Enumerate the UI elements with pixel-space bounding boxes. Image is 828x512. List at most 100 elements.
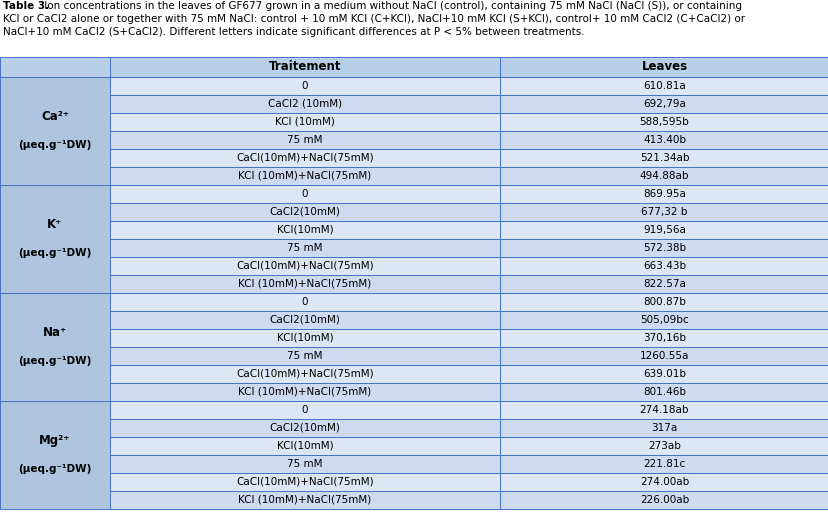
Bar (110, 383, 499, 401)
Bar (110, 257, 499, 275)
Text: 919,56a: 919,56a (643, 225, 685, 235)
Text: CaCl(10mM)+NaCl(75mM): CaCl(10mM)+NaCl(75mM) (236, 369, 373, 379)
Text: KCl (10mM)+NaCl(75mM): KCl (10mM)+NaCl(75mM) (238, 495, 371, 505)
Bar (110, 347, 499, 365)
Bar (499, 383, 828, 401)
Bar (499, 167, 828, 185)
Text: KCl (10mM)+NaCl(75mM): KCl (10mM)+NaCl(75mM) (238, 279, 371, 289)
Text: 274.00ab: 274.00ab (639, 477, 688, 487)
Bar (499, 455, 828, 473)
Text: 0: 0 (301, 297, 308, 307)
Text: Ion concentrations in the leaves of GF677 grown in a medium without NaCl (contro: Ion concentrations in the leaves of GF67… (41, 1, 741, 11)
Text: 370,16b: 370,16b (643, 333, 686, 343)
Text: CaCl2 (10mM): CaCl2 (10mM) (267, 99, 342, 109)
Text: 663.43b: 663.43b (643, 261, 686, 271)
Text: (μeq.g⁻¹DW): (μeq.g⁻¹DW) (18, 248, 92, 258)
Bar (110, 221, 499, 239)
Bar (110, 401, 499, 419)
Text: (μeq.g⁻¹DW): (μeq.g⁻¹DW) (18, 464, 92, 474)
Text: 75 mM: 75 mM (287, 135, 322, 145)
Text: 226.00ab: 226.00ab (639, 495, 688, 505)
Bar (110, 185, 499, 203)
Bar (110, 455, 499, 473)
Text: Na⁺: Na⁺ (43, 327, 67, 339)
Bar (499, 293, 828, 311)
Text: KCl(10mM): KCl(10mM) (277, 441, 333, 451)
Text: NaCl+10 mM CaCl2 (S+CaCl2). Different letters indicate significant differences a: NaCl+10 mM CaCl2 (S+CaCl2). Different le… (3, 27, 584, 37)
Bar (110, 149, 499, 167)
Text: 221.81c: 221.81c (643, 459, 685, 469)
Bar (499, 437, 828, 455)
Bar (110, 113, 499, 131)
Bar (499, 203, 828, 221)
Text: 572.38b: 572.38b (643, 243, 686, 253)
Text: 494.88ab: 494.88ab (639, 171, 688, 181)
Text: 692,79a: 692,79a (643, 99, 685, 109)
Bar (499, 275, 828, 293)
Text: 505,09bc: 505,09bc (639, 315, 688, 325)
Text: CaCl2(10mM): CaCl2(10mM) (269, 207, 340, 217)
Bar (0, 185, 110, 293)
Bar (110, 239, 499, 257)
Bar (0, 293, 110, 401)
Bar (110, 167, 499, 185)
Text: 0: 0 (301, 189, 308, 199)
Bar (499, 419, 828, 437)
Text: 588,595b: 588,595b (639, 117, 689, 127)
Text: 413.40b: 413.40b (643, 135, 686, 145)
Text: 639.01b: 639.01b (643, 369, 686, 379)
Bar (110, 131, 499, 149)
Bar (110, 329, 499, 347)
Text: K⁺: K⁺ (47, 219, 63, 231)
Text: KCl or CaCl2 alone or together with 75 mM NaCl: control + 10 mM KCl (C+KCl), NaC: KCl or CaCl2 alone or together with 75 m… (3, 14, 744, 24)
Text: KCl(10mM): KCl(10mM) (277, 225, 333, 235)
Text: Ca²⁺: Ca²⁺ (41, 111, 69, 123)
Text: CaCl2(10mM): CaCl2(10mM) (269, 423, 340, 433)
Bar (110, 491, 499, 509)
Text: 1260.55a: 1260.55a (639, 351, 688, 361)
Text: CaCl(10mM)+NaCl(75mM): CaCl(10mM)+NaCl(75mM) (236, 477, 373, 487)
Bar (499, 113, 828, 131)
Bar (499, 77, 828, 95)
Text: (μeq.g⁻¹DW): (μeq.g⁻¹DW) (18, 356, 92, 366)
Text: CaCl(10mM)+NaCl(75mM): CaCl(10mM)+NaCl(75mM) (236, 261, 373, 271)
Bar (110, 473, 499, 491)
Bar (499, 365, 828, 383)
Bar (499, 491, 828, 509)
Text: KCl (10mM): KCl (10mM) (275, 117, 335, 127)
Bar (499, 149, 828, 167)
Text: (μeq.g⁻¹DW): (μeq.g⁻¹DW) (18, 140, 92, 150)
Text: Traitement: Traitement (268, 60, 341, 74)
Text: KCl(10mM): KCl(10mM) (277, 333, 333, 343)
Bar (110, 275, 499, 293)
Bar (499, 311, 828, 329)
Bar (499, 329, 828, 347)
Bar (499, 131, 828, 149)
Text: 317a: 317a (651, 423, 676, 433)
Bar (499, 221, 828, 239)
Text: 273ab: 273ab (647, 441, 680, 451)
Bar (110, 437, 499, 455)
Bar (0, 77, 110, 185)
Text: Leaves: Leaves (641, 60, 686, 74)
Bar (499, 185, 828, 203)
Text: 610.81a: 610.81a (643, 81, 685, 91)
Bar (499, 473, 828, 491)
Text: 75 mM: 75 mM (287, 243, 322, 253)
Bar (499, 239, 828, 257)
Bar (110, 203, 499, 221)
Text: 869.95a: 869.95a (643, 189, 685, 199)
Text: Mg²⁺: Mg²⁺ (39, 435, 70, 447)
Text: Table 3.: Table 3. (3, 1, 49, 11)
Bar (110, 419, 499, 437)
Text: 677,32 b: 677,32 b (641, 207, 687, 217)
Text: 0: 0 (301, 405, 308, 415)
Bar (499, 57, 828, 77)
Bar (110, 77, 499, 95)
Text: 274.18ab: 274.18ab (639, 405, 688, 415)
Bar (0, 401, 110, 509)
Text: 801.46b: 801.46b (643, 387, 686, 397)
Text: 75 mM: 75 mM (287, 459, 322, 469)
Text: KCl (10mM)+NaCl(75mM): KCl (10mM)+NaCl(75mM) (238, 171, 371, 181)
Text: 822.57a: 822.57a (643, 279, 685, 289)
